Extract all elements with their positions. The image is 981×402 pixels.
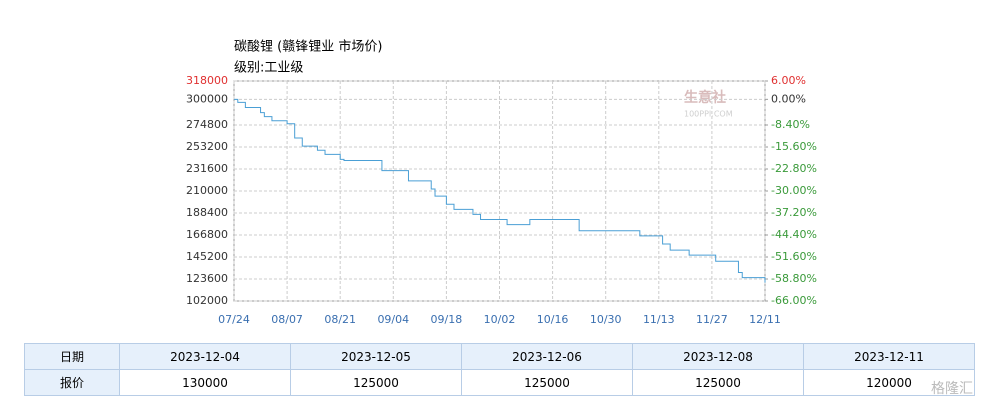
y-tick-label: 274800	[186, 118, 228, 131]
y-tick-label: 145200	[186, 250, 228, 263]
table-cell: 2023-12-11	[803, 343, 975, 370]
y2-tick-label: -15.60%	[771, 140, 817, 153]
y2-tick-label: -30.00%	[771, 184, 817, 197]
y2-tick-label: -8.40%	[771, 118, 810, 131]
watermark: 100PPI.COM	[684, 110, 733, 119]
y-tick-label: 231600	[186, 162, 228, 175]
y-tick-label: 102000	[186, 294, 228, 307]
y2-tick-label: 6.00%	[771, 74, 806, 87]
y2-tick-label: -51.60%	[771, 250, 817, 263]
y-tick-label: 188400	[186, 206, 228, 219]
x-tick-label: 10/02	[484, 313, 516, 326]
table-cell: 日期	[24, 343, 120, 370]
y-tick-label: 166800	[186, 228, 228, 241]
y2-tick-label: -44.40%	[771, 228, 817, 241]
x-tick-label: 10/16	[537, 313, 569, 326]
x-tick-label: 08/21	[324, 313, 356, 326]
table-cell: 125000	[290, 369, 462, 396]
x-tick-label: 07/24	[218, 313, 250, 326]
table-row: 日期 2023-12-04 2023-12-05 2023-12-06 2023-12-…	[24, 343, 975, 370]
y-tick-label: 123600	[186, 272, 228, 285]
y-tick-label: 210000	[186, 184, 228, 197]
x-tick-label: 12/11	[749, 313, 781, 326]
x-tick-label: 11/13	[643, 313, 675, 326]
table-cell: 125000	[461, 369, 633, 396]
table-cell: 2023-12-06	[461, 343, 633, 370]
price-table: 日期 2023-12-04 2023-12-05 2023-12-06 2023-12-…	[24, 343, 975, 396]
x-tick-label: 11/27	[696, 313, 728, 326]
y-tick-label: 253200	[186, 140, 228, 153]
table-cell: 2023-12-04	[119, 343, 291, 370]
price-line	[234, 98, 766, 283]
y-tick-label: 300000	[186, 92, 228, 105]
table-row: 报价 130000 125000 125000 125000 120000	[24, 369, 975, 396]
table-cell: 报价	[24, 369, 120, 396]
y2-tick-label: -22.80%	[771, 162, 817, 175]
chart-subtitle: 级别:工业级	[234, 61, 303, 76]
x-tick-label: 09/18	[431, 313, 463, 326]
table-cell: 120000	[803, 369, 975, 396]
y2-tick-label: -58.80%	[771, 272, 817, 285]
y2-tick-label: -66.00%	[771, 294, 817, 307]
table-cell: 2023-12-05	[290, 343, 462, 370]
chart: 碳酸锂 (赣锋锂业 市场价) 级别:工业级 生意社 100PPI.COM 102…	[186, 39, 817, 327]
chart-title: 碳酸锂 (赣锋锂业 市场价)	[234, 39, 382, 55]
y2-tick-label: -37.20%	[771, 206, 817, 219]
table-cell: 130000	[119, 369, 291, 396]
corner-watermark: 格隆汇	[931, 381, 973, 397]
watermark: 生意社	[684, 89, 726, 106]
x-tick-label: 10/30	[590, 313, 622, 326]
x-tick-label: 09/04	[377, 313, 409, 326]
x-tick-label: 08/07	[271, 313, 303, 326]
table-cell: 2023-12-08	[632, 343, 804, 370]
table-cell: 125000	[632, 369, 804, 396]
y-tick-label: 318000	[186, 74, 228, 87]
y2-tick-label: 0.00%	[771, 92, 806, 105]
